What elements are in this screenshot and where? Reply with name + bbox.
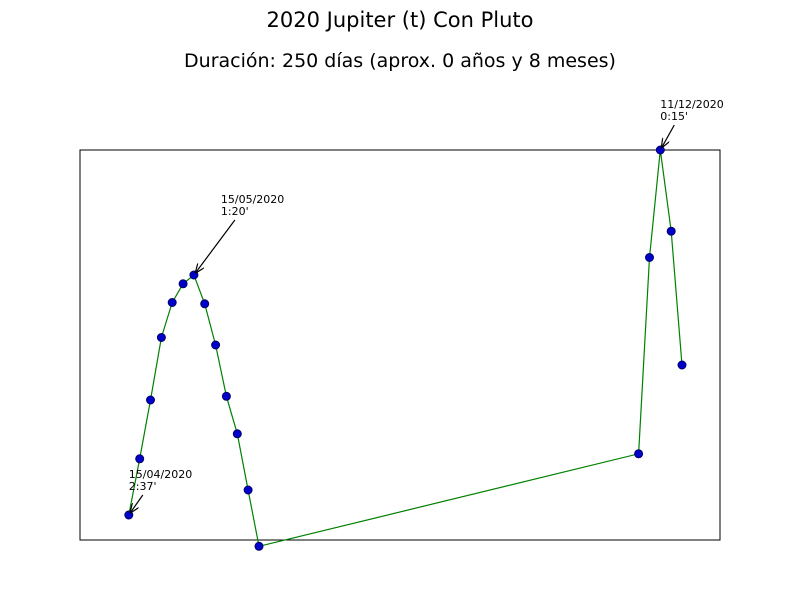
data-point (634, 449, 644, 459)
annotation-date: 11/12/2020 (660, 98, 723, 111)
plot-area-frame (79, 149, 721, 541)
data-point (156, 333, 166, 342)
data-point (677, 360, 687, 370)
annotation-value: 2:37' (129, 480, 157, 493)
annotation-arrow (131, 494, 144, 513)
data-point (200, 299, 210, 309)
data-point (178, 279, 188, 289)
annotation-arrow (662, 124, 675, 147)
data-point (232, 429, 242, 439)
data-point (124, 510, 134, 520)
data-point (666, 226, 676, 236)
data-point (146, 395, 155, 405)
series-layer (124, 145, 687, 551)
annotation-value: 0:15' (660, 110, 688, 123)
data-point (243, 485, 253, 495)
chart-subtitle: Duración: 250 días (aprox. 0 años y 8 me… (184, 50, 616, 72)
data-point (645, 253, 654, 262)
annotation-date: 15/05/2020 (221, 193, 284, 206)
data-point (221, 391, 231, 401)
chart-title: 2020 Jupiter (t) Con Pluto (266, 8, 534, 32)
data-point (211, 340, 221, 350)
data-point (135, 454, 145, 464)
annotation-arrow (196, 219, 236, 273)
annotation-date: 15/04/2020 (129, 468, 192, 481)
series-line (128, 149, 683, 548)
data-point (167, 298, 177, 307)
data-point (655, 145, 665, 155)
annotation-value: 1:20' (221, 205, 249, 218)
data-point (254, 541, 264, 551)
